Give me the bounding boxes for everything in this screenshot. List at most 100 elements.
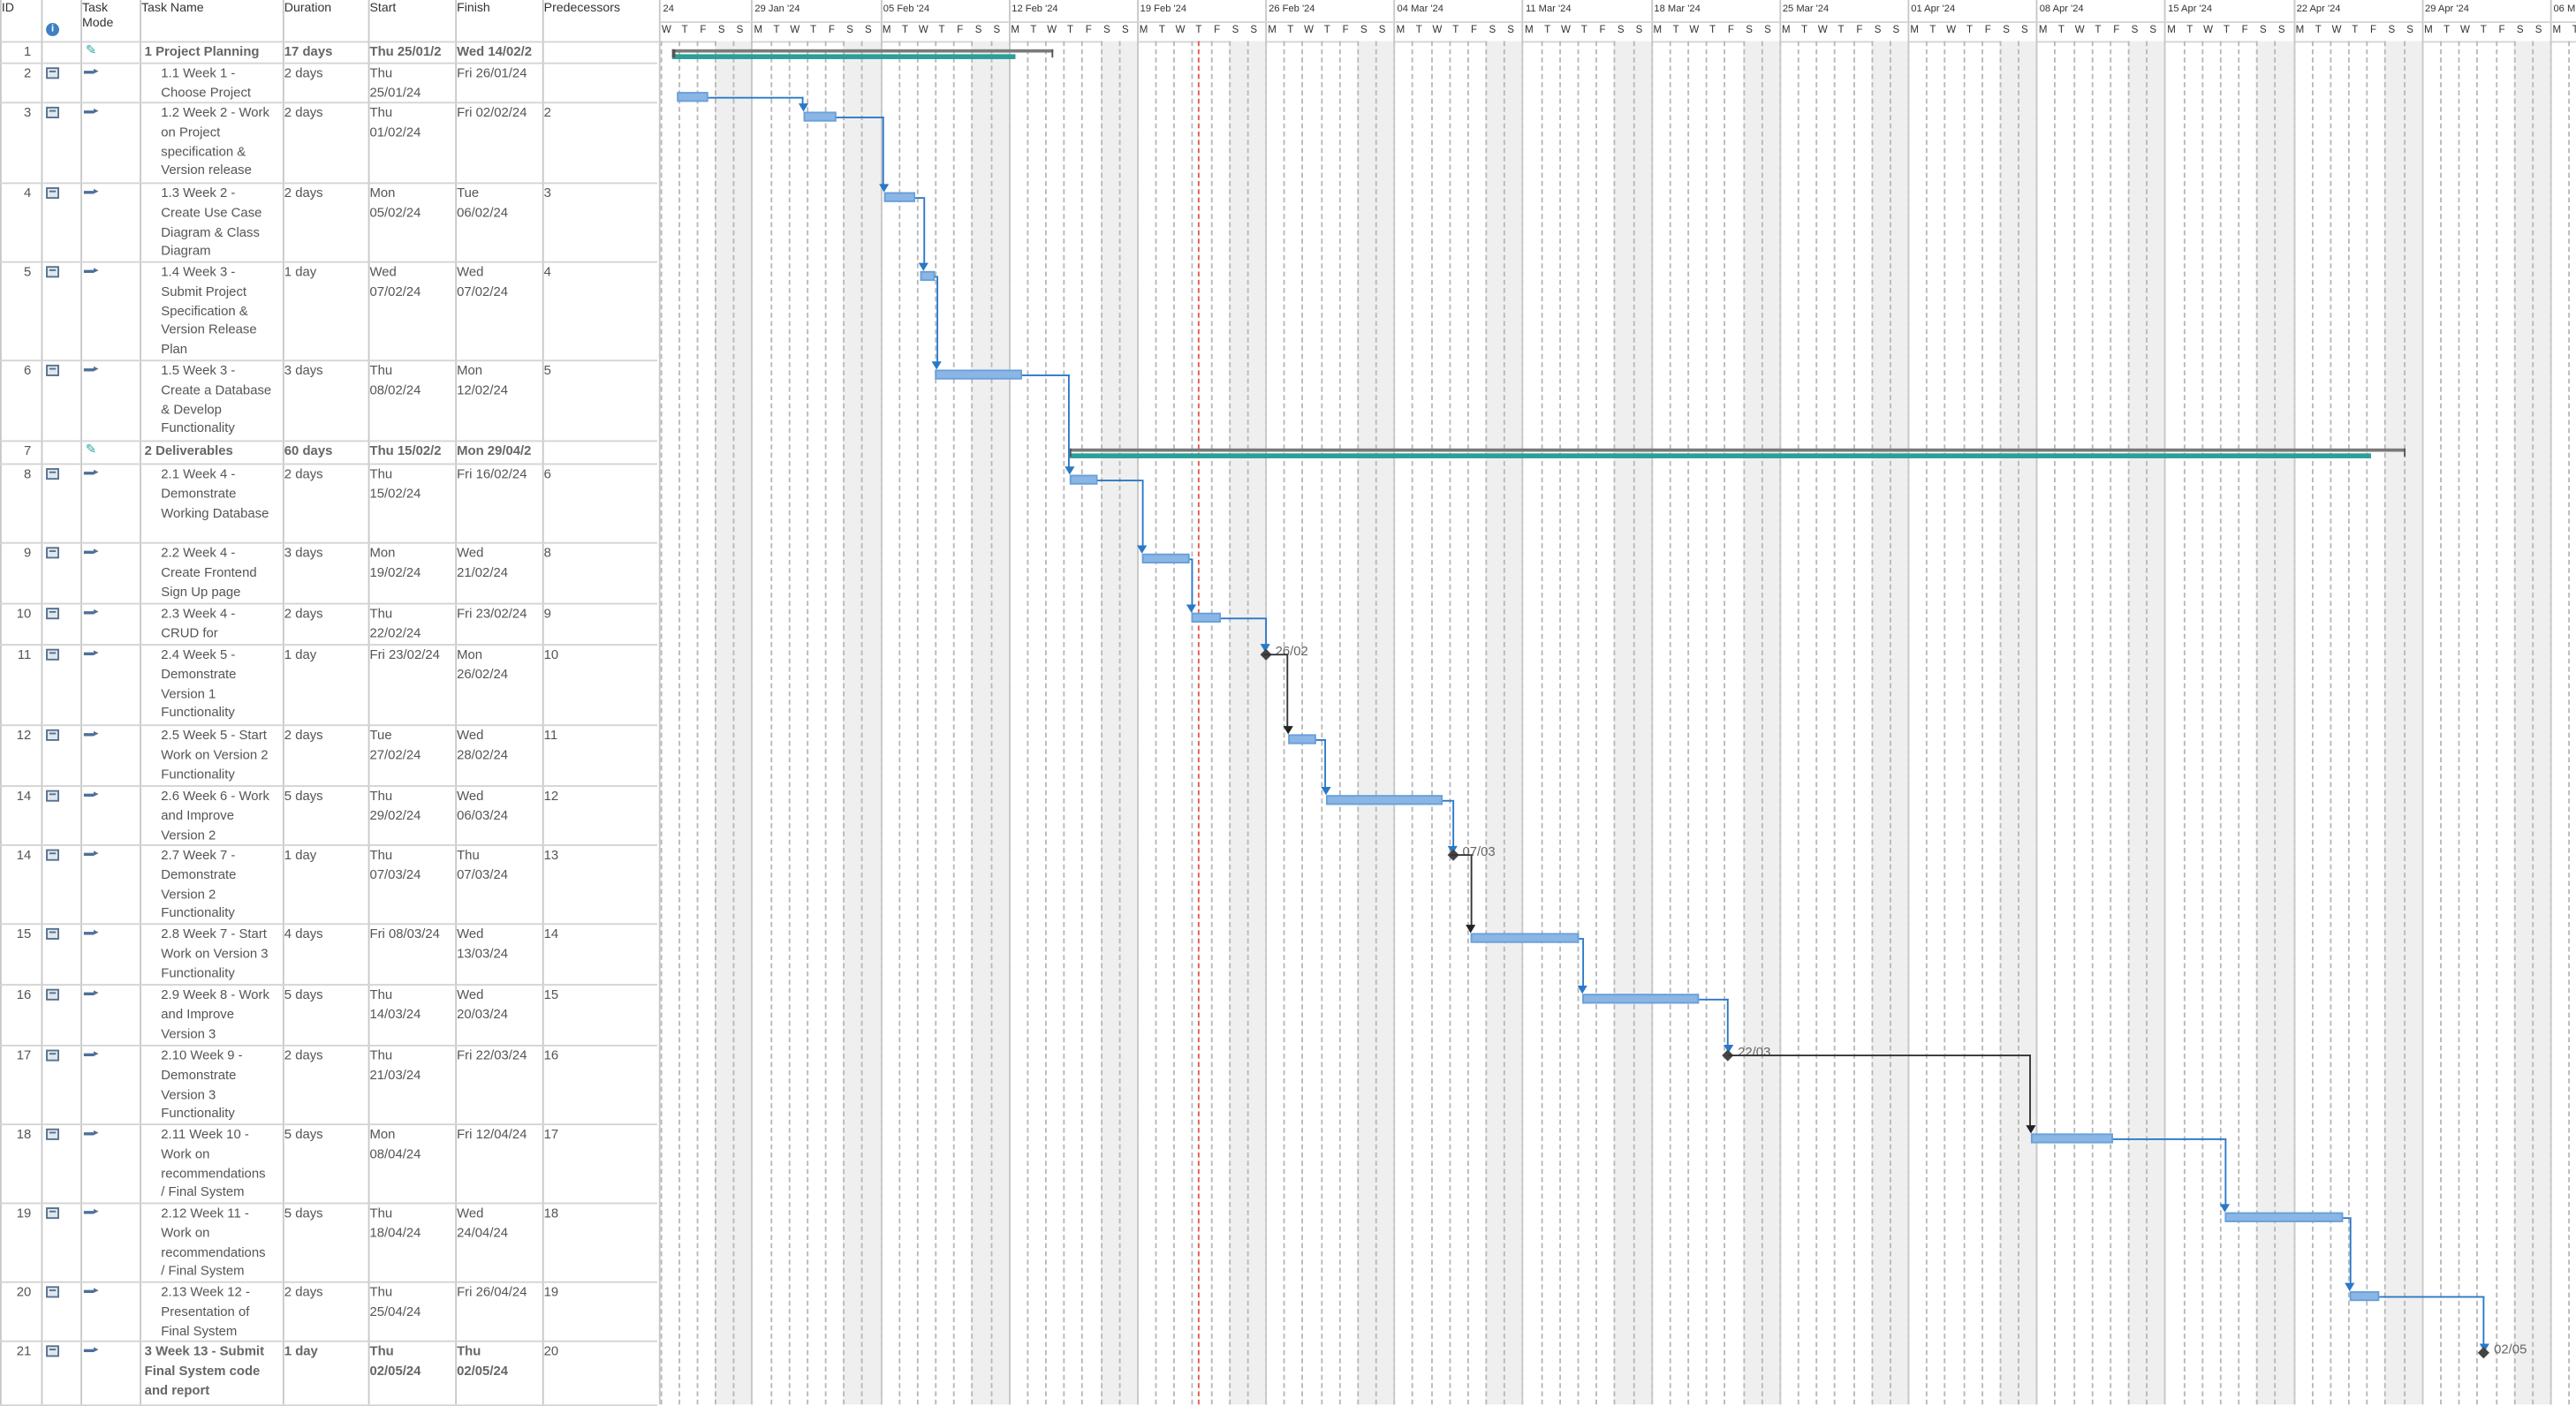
start-cell[interactable]: Thu 18/04/24 [369,1206,421,1240]
duration-cell[interactable]: 2 days [284,105,323,120]
start-column-header[interactable]: Start [369,0,397,15]
start-cell[interactable]: Mon 08/04/24 [369,1126,421,1161]
summary-bar[interactable] [1069,448,2406,452]
task-name-cell[interactable]: 1 Project Planning [144,44,260,59]
predecessors-cell[interactable]: 11 [543,727,558,743]
predecessors-cell[interactable]: 16 [543,1047,559,1063]
task-row[interactable]: 8 ▬▸ 2.1 Week 4 - Demonstrate Working Data… [0,464,657,542]
task-row[interactable]: 5 ▬▸ 1.4 Week 3 - Submit Project Specifica… [0,261,657,360]
task-row[interactable]: 15 ▬▸ 2.8 Week 7 - Start Work on Version 3… [0,923,657,984]
task-bar[interactable] [1287,734,1317,745]
task-name-cell[interactable]: 2.1 Week 4 - Demonstrate Working Databas… [161,466,269,520]
task-name-cell[interactable]: 1.3 Week 2 - Create Use Case Diagram & C… [161,185,262,259]
predecessors-cell[interactable]: 15 [543,986,559,1002]
start-cell[interactable]: Thu 25/01/2 [369,44,442,59]
finish-cell[interactable]: Fri 02/02/24 [457,105,527,120]
duration-cell[interactable]: 2 days [284,606,323,622]
finish-cell[interactable]: Fri 26/04/24 [457,1284,527,1300]
task-name-cell[interactable]: 1.4 Week 3 - Submit Project Specificatio… [161,264,257,357]
task-bar[interactable] [802,111,837,122]
finish-cell[interactable]: Wed 13/03/24 [457,926,509,961]
predecessors-cell[interactable]: 20 [543,1343,559,1359]
task-name-cell[interactable]: 2.9 Week 8 - Work and Improve Version 3 [161,986,269,1041]
start-cell[interactable]: Thu 29/02/24 [369,788,421,823]
start-cell[interactable]: Thu 15/02/2 [369,443,442,458]
task-name-cell[interactable]: 2.13 Week 12 - Presentation of Final Sys… [161,1284,250,1339]
predecessors-cell[interactable]: 6 [543,466,551,481]
task-name-cell[interactable]: 2.5 Week 5 - Start Work on Version 2 Fun… [161,727,269,782]
start-cell[interactable]: Thu 25/01/24 [369,65,421,101]
start-cell[interactable]: Thu 22/02/24 [369,606,421,641]
task-row[interactable]: 12 ▬▸ 2.5 Week 5 - Start Work on Version 2… [0,724,657,785]
predecessors-cell[interactable]: 8 [543,545,551,561]
finish-cell[interactable]: Fri 22/03/24 [457,1047,527,1063]
predecessors-cell[interactable]: 17 [543,1126,559,1142]
task-name-cell[interactable]: 1.1 Week 1 - Choose Project [161,65,252,101]
finish-cell[interactable]: Tue 06/02/24 [457,185,509,220]
task-row[interactable]: 14 ▬▸ 2.6 Week 6 - Work and Improve Versio… [0,785,657,844]
start-cell[interactable]: Thu 02/05/24 [369,1343,421,1379]
task-name-cell[interactable]: 2.7 Week 7 - Demonstrate Version 2 Funct… [161,847,237,921]
duration-cell[interactable]: 2 days [284,466,323,481]
task-bar[interactable] [935,369,1022,380]
start-cell[interactable]: Wed 07/02/24 [369,264,421,299]
info-column-header[interactable]: i [42,0,81,42]
task-name-cell[interactable]: 2.10 Week 9 - Demonstrate Version 3 Func… [161,1047,243,1122]
task-row[interactable]: 1 ✎ 1 Project Planning 17 days Thu 25/01/2 We… [0,42,657,63]
task-row[interactable]: 10 ▬▸ 2.3 Week 4 - CRUD for 2 days Thu 22/02… [0,603,657,645]
finish-column-header[interactable]: Finish [457,0,490,15]
task-mode-column-header[interactable]: Task Mode [82,0,114,30]
task-name-cell[interactable]: 2.4 Week 5 - Demonstrate Version 1 Funct… [161,646,237,721]
duration-cell[interactable]: 4 days [284,926,323,941]
start-cell[interactable]: Thu 15/02/24 [369,466,421,501]
finish-cell[interactable]: Mon 26/02/24 [457,646,509,682]
predecessors-cell[interactable]: 5 [543,363,551,378]
finish-cell[interactable]: Fri 23/02/24 [457,606,527,622]
task-name-cell[interactable]: 2.8 Week 7 - Start Work on Version 3 Fun… [161,926,269,980]
task-bar[interactable] [676,92,708,102]
predecessors-cell[interactable]: 13 [543,847,559,863]
task-row[interactable]: 17 ▬▸ 2.10 Week 9 - Demonstrate Version 3 … [0,1045,657,1123]
finish-cell[interactable]: Wed 07/02/24 [457,264,509,299]
duration-cell[interactable]: 60 days [284,443,333,458]
finish-cell[interactable]: Fri 12/04/24 [457,1126,527,1142]
start-cell[interactable]: Mon 05/02/24 [369,185,421,220]
predecessors-cell[interactable]: 4 [543,264,551,280]
start-cell[interactable]: Thu 01/02/24 [369,105,421,140]
duration-cell[interactable]: 1 day [284,847,317,863]
duration-cell[interactable]: 2 days [284,727,323,743]
finish-cell[interactable]: Wed 14/02/2 [457,44,533,59]
start-cell[interactable]: Thu 07/03/24 [369,847,421,882]
task-bar[interactable] [1192,612,1222,623]
predecessors-cell[interactable]: 12 [543,788,559,804]
duration-cell[interactable]: 1 day [284,646,317,662]
finish-cell[interactable]: Mon 29/04/2 [457,443,532,458]
start-cell[interactable]: Thu 21/03/24 [369,1047,421,1083]
task-name-column-header[interactable]: Task Name [140,0,204,15]
task-row[interactable]: 16 ▬▸ 2.9 Week 8 - Work and Improve Versio… [0,984,657,1045]
duration-cell[interactable]: 5 days [284,788,323,804]
predecessors-column-header[interactable]: Predecessors [543,0,621,15]
task-row[interactable]: 7 ✎ 2 Deliverables 60 days Thu 15/02/2 Mon 29… [0,440,657,463]
task-row[interactable]: 2 ▬▸ 1.1 Week 1 - Choose Project 2 days Thu … [0,63,657,102]
finish-cell[interactable]: Wed 24/04/24 [457,1206,509,1240]
task-name-cell[interactable]: 2.12 Week 11 - Work on recommendations /… [161,1206,266,1279]
task-name-cell[interactable]: 2.3 Week 4 - CRUD for [161,606,236,641]
duration-column-header[interactable]: Duration [284,0,332,15]
finish-cell[interactable]: Thu 02/05/24 [457,1343,509,1379]
duration-cell[interactable]: 3 days [284,545,323,561]
task-row[interactable]: 4 ▬▸ 1.3 Week 2 - Create Use Case Diagram … [0,182,657,261]
duration-cell[interactable]: 2 days [284,1047,323,1063]
predecessors-cell[interactable]: 9 [543,606,551,622]
finish-cell[interactable]: Mon 12/02/24 [457,363,509,397]
predecessors-cell[interactable]: 10 [543,646,559,662]
finish-cell[interactable]: Wed 06/03/24 [457,788,509,823]
start-cell[interactable]: Fri 08/03/24 [369,926,440,941]
task-bar[interactable] [1582,994,1699,1004]
task-row[interactable]: 6 ▬▸ 1.5 Week 3 - Create a Database & Deve… [0,359,657,440]
predecessors-cell[interactable]: 18 [543,1206,559,1221]
task-name-cell[interactable]: 2.2 Week 4 - Create Frontend Sign Up pag… [161,545,257,600]
duration-cell[interactable]: 3 days [284,363,323,378]
task-bar[interactable] [920,270,936,282]
task-bar[interactable] [2030,1133,2114,1144]
